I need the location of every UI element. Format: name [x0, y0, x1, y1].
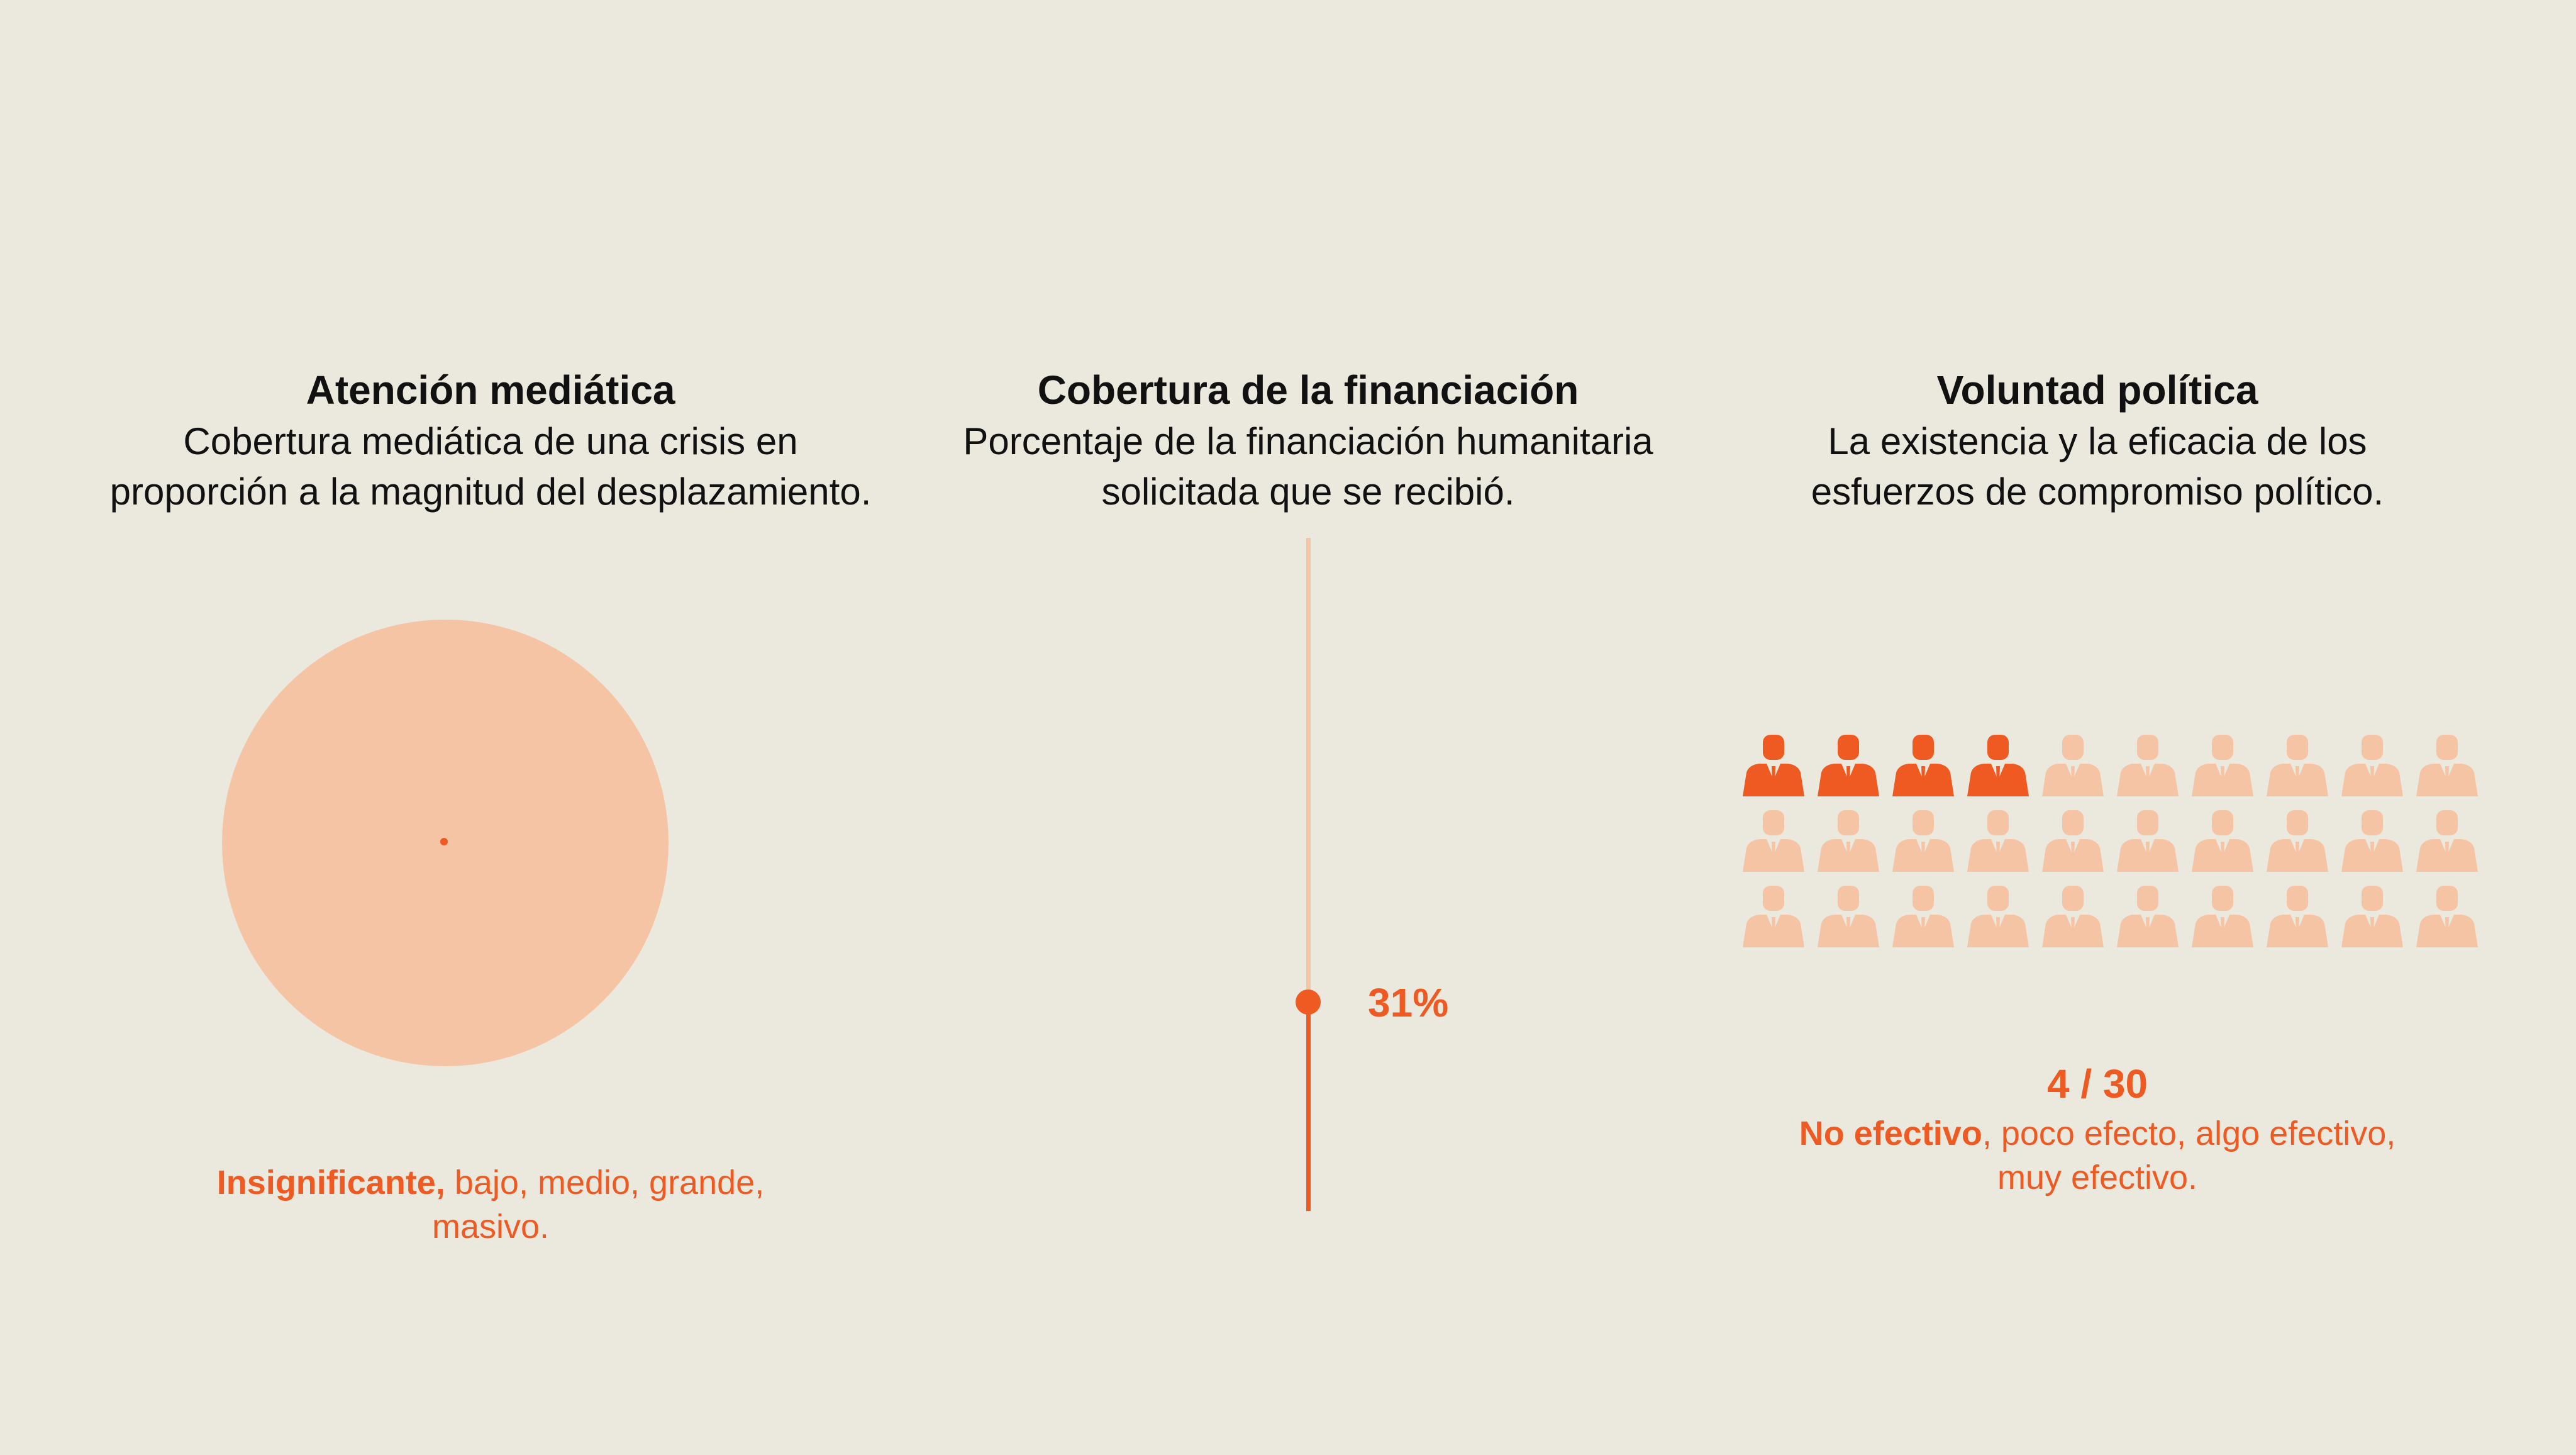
political-will-description: La existencia y la eficacia de los esfue… — [1698, 416, 2497, 517]
person-icon-empty — [2416, 886, 2478, 947]
media-attention-description: Cobertura mediática de una crisis en pro… — [0, 416, 981, 517]
media-scale-rest: bajo, medio, grande, — [445, 1164, 765, 1201]
person-icon-empty — [2117, 810, 2179, 872]
media-attention-title: Atención mediática — [306, 367, 675, 413]
funding-gauge-marker — [1296, 990, 1321, 1015]
media-scale-line-2: masivo. — [431, 1208, 550, 1246]
funding-coverage-description: Porcentaje de la financiación humanitari… — [906, 416, 1711, 517]
political-will-header: Voluntad política La existencia y la efi… — [1698, 364, 2497, 517]
media-scale-selected: Insignificante, — [216, 1164, 445, 1201]
political-will-people-grid — [1740, 731, 2480, 957]
person-icon-empty — [2042, 886, 2104, 947]
person-icon-empty — [2192, 810, 2253, 872]
person-icon-empty — [1743, 810, 1804, 872]
political-scale-line-2: muy efectivo. — [1997, 1159, 2198, 1196]
person-icon-empty — [2117, 886, 2179, 947]
funding-gauge-fill — [1306, 1002, 1311, 1211]
political-will-score: 4 / 30 — [2046, 1061, 2148, 1107]
person-icon-empty — [2192, 886, 2253, 947]
political-will-title: Voluntad política — [1936, 367, 2258, 413]
person-icon-filled — [1743, 735, 1804, 796]
political-will-panel: Voluntad política La existencia y la efi… — [1698, 0, 2497, 1455]
political-scale-rest: , poco efecto, algo efectivo, — [1982, 1115, 2396, 1152]
person-icon-empty — [1743, 886, 1804, 947]
funding-coverage-header: Cobertura de la financiación Porcentaje … — [906, 364, 1711, 517]
political-will-scale-caption: No efectivo, poco efecto, algo efectivo,… — [1698, 1112, 2497, 1200]
person-icon-empty — [2267, 886, 2328, 947]
person-icon-empty — [2117, 735, 2179, 796]
person-icon-filled — [1818, 735, 1879, 796]
person-icon-empty — [2341, 735, 2403, 796]
political-will-description-line: esfuerzos de compromiso político. — [1811, 471, 2384, 513]
person-icon-empty — [1818, 810, 1879, 872]
person-icon-filled — [1892, 735, 1954, 796]
person-icon-empty — [2042, 735, 2104, 796]
person-icon-empty — [2042, 810, 2104, 872]
person-icon-empty — [2341, 810, 2403, 872]
person-icon-empty — [2416, 735, 2478, 796]
person-icon-empty — [2416, 810, 2478, 872]
media-attention-scale-caption: Insignificante, bajo, medio, grande, mas… — [0, 1161, 981, 1249]
person-icon-empty — [1892, 886, 1954, 947]
funding-coverage-description-line: Porcentaje de la financiación humanitari… — [963, 420, 1653, 462]
person-icon-empty — [1967, 886, 2029, 947]
funding-percent-label: 31% — [1368, 980, 1449, 1026]
media-scale-line-1: Insignificante, bajo, medio, grande, — [0, 1161, 981, 1205]
media-attention-header: Atención mediática Cobertura mediática d… — [0, 364, 981, 517]
person-icon-filled — [1967, 735, 2029, 796]
person-icon-empty — [1892, 810, 1954, 872]
media-attention-panel: Atención mediática Cobertura mediática d… — [0, 0, 981, 1455]
person-icon-empty — [1967, 810, 2029, 872]
person-icon-empty — [2341, 886, 2403, 947]
political-scale-line-1: No efectivo, poco efecto, algo efectivo, — [1698, 1112, 2497, 1156]
person-icon-empty — [1818, 886, 1879, 947]
funding-coverage-title: Cobertura de la financiación — [1037, 367, 1579, 413]
funding-coverage-panel: Cobertura de la financiación Porcentaje … — [906, 0, 1711, 1455]
political-will-description-line: La existencia y la eficacia de los — [1828, 420, 2367, 462]
political-scale-selected: No efectivo — [1799, 1115, 1982, 1152]
funding-coverage-description-line: solicitada que se recibió. — [1101, 471, 1515, 513]
media-attention-description-line: proporción a la magnitud del desplazamie… — [109, 471, 872, 513]
media-attention-description-line: Cobertura mediática de una crisis en — [183, 420, 798, 462]
funding-gauge-track — [1306, 538, 1311, 1003]
person-icon-empty — [2267, 810, 2328, 872]
person-icon-empty — [2267, 735, 2328, 796]
person-icon-empty — [2192, 735, 2253, 796]
media-coverage-dot — [440, 838, 448, 845]
